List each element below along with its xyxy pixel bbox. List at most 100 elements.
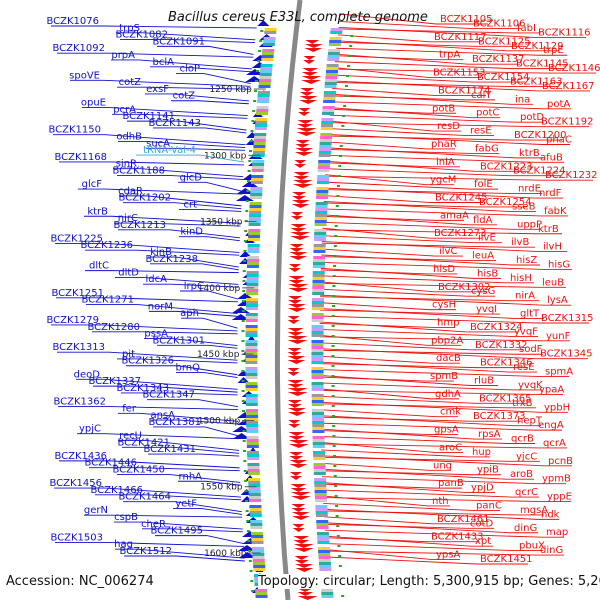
plus-gene-label: fer bbox=[122, 403, 137, 414]
minus-leader-line bbox=[319, 388, 459, 400]
minus-feature bbox=[287, 404, 302, 408]
minus-feature bbox=[287, 380, 304, 384]
minus-gene-label: BCZK1324 bbox=[470, 322, 523, 333]
minus-leader-line bbox=[322, 495, 450, 507]
plus-leader-line bbox=[118, 440, 240, 451]
plus-cds-bar bbox=[247, 238, 260, 241]
minus-cds-bar bbox=[311, 367, 324, 370]
minus-cds-bar bbox=[315, 214, 328, 217]
minus-cds-bar bbox=[313, 451, 326, 454]
plus-feature bbox=[237, 293, 254, 299]
minor-tick bbox=[259, 40, 263, 42]
kbp-label: 1250 kbp bbox=[209, 85, 252, 95]
minor-tick bbox=[331, 375, 335, 377]
plus-cds-bar bbox=[245, 343, 258, 346]
plus-cds-bar bbox=[251, 541, 264, 544]
minus-gene-label: nrdF bbox=[539, 188, 562, 199]
plus-gene-label: BCZK1464 bbox=[118, 492, 171, 503]
minor-tick bbox=[247, 540, 251, 542]
minus-leader-line bbox=[326, 154, 564, 163]
plus-leader-line bbox=[124, 555, 245, 562]
minus-leader-line bbox=[323, 502, 500, 511]
minus-gene-label: BCZK1200 bbox=[514, 130, 567, 141]
plus-cds-bar bbox=[245, 358, 258, 361]
plus-gene-label: trpS bbox=[119, 23, 140, 34]
minor-tick bbox=[334, 235, 338, 237]
minus-cds-bar bbox=[311, 325, 324, 328]
plus-cds-bar bbox=[256, 106, 269, 109]
minus-feature bbox=[287, 332, 304, 336]
plus-cds-bar bbox=[248, 487, 261, 490]
minus-cds-bar bbox=[312, 418, 325, 421]
plus-cds-bar bbox=[253, 565, 266, 568]
minus-cds-bar bbox=[311, 361, 324, 364]
minus-leader-line bbox=[322, 221, 541, 230]
plus-cds-bar bbox=[255, 118, 268, 121]
minor-tick bbox=[248, 560, 252, 562]
minus-leader-line bbox=[321, 455, 572, 467]
plus-cds-bar bbox=[246, 274, 259, 277]
plus-leader-line bbox=[180, 290, 239, 300]
minus-leader-line bbox=[337, 34, 482, 43]
minus-gene-label: spmB bbox=[430, 371, 458, 382]
minus-feature bbox=[287, 320, 300, 324]
minus-cds-bar bbox=[311, 316, 324, 319]
plus-feature bbox=[238, 552, 257, 558]
minus-gene-label: BCZK1365 bbox=[479, 393, 532, 404]
minus-feature bbox=[295, 144, 310, 148]
plus-leader-line bbox=[95, 494, 242, 501]
minus-cds-bar bbox=[326, 67, 339, 70]
minus-gene-label: ypaA bbox=[539, 384, 564, 395]
plus-leader-line bbox=[93, 385, 238, 393]
plus-cds-bar bbox=[245, 361, 258, 364]
minus-feature bbox=[295, 564, 314, 568]
minus-feature bbox=[287, 336, 308, 340]
minus-feature bbox=[298, 108, 311, 112]
plus-gene-label: BCZK1141 bbox=[122, 111, 175, 122]
plus-leader-line bbox=[116, 32, 256, 41]
minus-cds-bar bbox=[328, 43, 341, 46]
minus-feature bbox=[287, 372, 300, 376]
minus-feature bbox=[287, 360, 306, 364]
plus-cds-bar bbox=[247, 256, 260, 259]
minus-gene-label: BCZK1245 bbox=[435, 193, 488, 204]
plus-feature bbox=[237, 545, 256, 551]
minus-feature bbox=[296, 132, 317, 136]
minus-feature bbox=[304, 44, 323, 48]
minor-tick bbox=[254, 90, 258, 92]
plus-gene-label: BCZK1313 bbox=[52, 342, 105, 353]
accession-text: Accession: NC_006274 bbox=[6, 574, 154, 589]
minus-leader-line bbox=[319, 348, 588, 360]
plus-leader-line bbox=[126, 365, 238, 376]
plus-leader-line bbox=[153, 426, 239, 437]
minus-feature bbox=[290, 496, 311, 500]
minus-cds-bar bbox=[311, 358, 324, 361]
minor-tick bbox=[246, 520, 250, 522]
minus-feature bbox=[289, 256, 308, 260]
minor-tick bbox=[335, 515, 339, 517]
minus-gene-label: fabI bbox=[517, 23, 536, 34]
minus-feature bbox=[287, 316, 300, 320]
minus-cds-bar bbox=[321, 595, 334, 598]
minus-gene-label: hisH bbox=[510, 273, 532, 284]
plus-gene-label: ansA bbox=[150, 410, 175, 421]
plus-feature bbox=[235, 195, 254, 201]
plus-cds-bar bbox=[248, 493, 261, 496]
plus-cds-bar bbox=[250, 532, 263, 535]
minus-cds-bar bbox=[315, 514, 328, 517]
minus-leader-line bbox=[335, 53, 520, 65]
plus-gene-label: BCZK1280 bbox=[87, 322, 140, 333]
minor-tick bbox=[334, 485, 338, 487]
kbp-label: 1450 kbp bbox=[197, 350, 240, 360]
minus-cds-bar bbox=[311, 349, 324, 352]
plus-cds-bar bbox=[248, 496, 261, 499]
minor-tick bbox=[249, 140, 253, 142]
plus-leader-line bbox=[59, 460, 240, 469]
minus-gene-label: BCZK1145 bbox=[516, 59, 569, 70]
minus-gene-label: BCZK1315 bbox=[541, 313, 594, 324]
minus-cds-bar bbox=[312, 280, 325, 283]
minus-feature bbox=[288, 424, 301, 428]
minus-cds-bar bbox=[326, 64, 339, 67]
plus-leader-line bbox=[181, 317, 238, 329]
